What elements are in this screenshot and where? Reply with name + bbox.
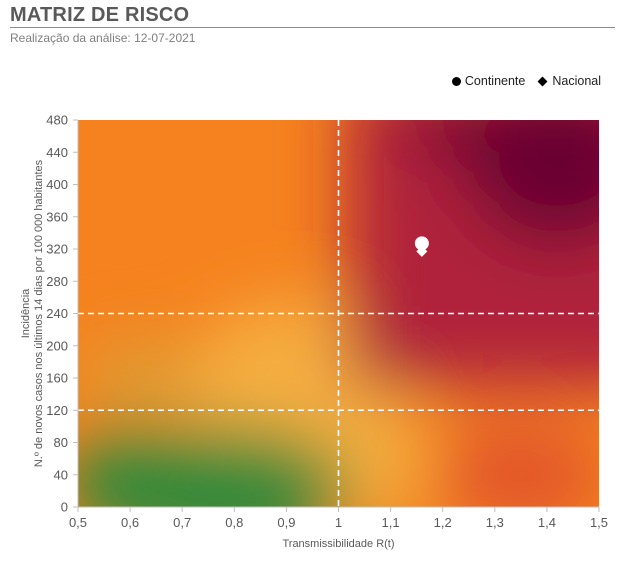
- y-tick-label: 120: [46, 403, 68, 418]
- x-tick-label: 1,3: [486, 515, 504, 530]
- y-tick-label: 400: [46, 177, 68, 192]
- x-tick-label: 1,5: [590, 515, 608, 530]
- axes: 0,5 0,6 0,7 0,8 0,9 1 1,1 1,2 1,3 1,4 1,5 0 40 80 120 1…: [46, 113, 608, 531]
- y-tick-label: 360: [46, 209, 68, 224]
- x-axis-label: Transmissibilidade R(t): [282, 538, 394, 550]
- y-tick-label: 280: [46, 274, 68, 289]
- bg-blob-orange-red: [437, 420, 599, 507]
- data-point-continente: [414, 236, 429, 251]
- x-tick-label: 0,9: [277, 515, 295, 530]
- y-axis-label: Incidência: [20, 288, 32, 338]
- legend: Continente Nacional: [451, 74, 601, 88]
- y-tick-label: 480: [46, 113, 68, 128]
- circle-marker-icon: [451, 76, 461, 86]
- legend-item-continente: Continente: [451, 74, 526, 88]
- title-divider: [10, 27, 615, 28]
- x-tick-label: 0,7: [173, 515, 191, 530]
- reference-lines: [78, 120, 599, 507]
- chart-title: MATRIZ DE RISCO: [10, 4, 190, 26]
- x-tick-label: 1,1: [382, 515, 400, 530]
- y-axis-label: N.º de novos casos nos últimos 14 dias p…: [33, 159, 45, 467]
- y-tick-label: 80: [54, 435, 68, 450]
- x-tick-label: 1,4: [538, 515, 556, 530]
- analysis-date: Realização da análise: 12-07-2021: [10, 31, 196, 45]
- legend-label: Nacional: [552, 74, 601, 88]
- data-markers: [414, 236, 429, 257]
- y-tick-label: 160: [46, 371, 68, 386]
- x-tick-label: 0,6: [121, 515, 139, 530]
- x-tick-label: 0,5: [69, 515, 87, 530]
- legend-item-nacional: Nacional: [537, 74, 601, 88]
- x-tick-label: 0,8: [225, 515, 243, 530]
- axis-labels: Transmissibilidade R(t) Incidência N.º de …: [20, 159, 395, 550]
- y-tick-label: 440: [46, 145, 68, 160]
- bg-blob-green: [78, 428, 172, 507]
- bg-blob-yellow: [78, 339, 204, 417]
- y-tick-label: 0: [61, 500, 68, 515]
- bg-blobs: [78, 120, 599, 507]
- legend-label: Continente: [464, 74, 526, 88]
- x-tick-label: 1,2: [434, 515, 452, 530]
- x-tick-label: 1: [335, 515, 342, 530]
- y-tick-label: 320: [46, 242, 68, 257]
- y-tick-label: 200: [46, 338, 68, 353]
- y-tick-label: 40: [54, 467, 68, 482]
- y-tick-label: 240: [46, 306, 68, 321]
- bg-blob-dark: [406, 120, 532, 160]
